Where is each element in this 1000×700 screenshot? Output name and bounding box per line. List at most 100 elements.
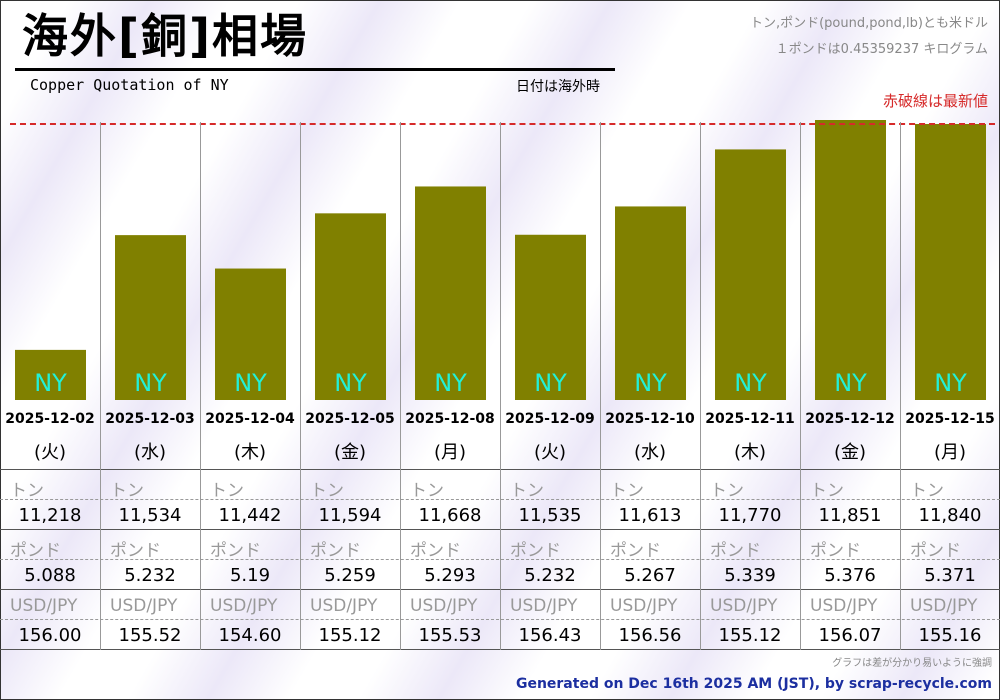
bar-label: NY [734,369,767,397]
usdjpy-value: 156.56 [618,625,682,646]
usdjpy-value: 156.43 [518,625,582,646]
pound-row-label: ポンド [910,541,961,561]
latest-value-label: 赤破線は最新値 [882,92,988,110]
usdjpy-value: 154.60 [218,625,282,646]
pound-value: 5.371 [924,565,976,586]
pound-value: 5.267 [624,565,676,586]
date-tick-label: 2025-12-05 [305,411,395,427]
bar-label: NY [134,369,167,397]
pound-row-label: ポンド [210,541,261,561]
bar-2025-12-03 [115,235,186,400]
date-tick-label: 2025-12-10 [605,411,695,427]
date-tick-label: 2025-12-12 [805,411,895,427]
usdjpy-value: 155.12 [318,625,382,646]
bar-label: NY [34,369,67,397]
ton-row-label: トン [10,481,44,501]
usdjpy-row-label: USD/JPY [810,596,878,616]
pound-row-label: ポンド [310,541,361,561]
date-tick-label: 2025-12-03 [105,411,195,427]
usdjpy-value: 155.53 [418,625,482,646]
ton-row-label: トン [710,481,744,501]
usdjpy-row-label: USD/JPY [510,596,578,616]
pound-row-label: ポンド [710,541,761,561]
unit-note-2: １ポンドは0.45359237 キログラム [775,42,988,57]
weekday-label: (火) [533,442,567,463]
bar-2025-12-04 [215,268,286,400]
pound-value: 5.088 [24,565,76,586]
bar-2025-12-15 [915,123,986,400]
column-divider [500,122,501,650]
pound-value: 5.376 [824,565,876,586]
date-tick-label: 2025-12-15 [905,411,995,427]
weekday-label: (月) [433,442,467,463]
usdjpy-value: 156.00 [18,625,82,646]
date-tick-label: 2025-12-11 [705,411,795,427]
date-tick-label: 2025-12-08 [405,411,495,427]
usdjpy-value: 155.52 [118,625,182,646]
usdjpy-row-label: USD/JPY [410,596,478,616]
weekday-label: (木) [733,442,767,463]
bar-2025-12-09 [515,234,586,400]
title-underline [15,68,615,71]
ton-value: 11,442 [218,505,282,526]
weekday-label: (水) [633,442,667,463]
ton-value: 11,535 [518,505,582,526]
weekday-label: (金) [333,442,367,463]
ton-row-label: トン [510,481,544,501]
ton-row-label: トン [910,481,944,501]
ton-value: 11,668 [418,505,482,526]
ton-row-label: トン [410,481,444,501]
page-title: 海外[銅]相場 [22,9,309,63]
pound-value: 5.339 [724,565,776,586]
column-divider [900,122,901,650]
column-divider [700,122,701,650]
usdjpy-row-label: USD/JPY [210,596,278,616]
latest-value-line [10,123,995,125]
usdjpy-row-label: USD/JPY [910,596,978,616]
ton-row-label: トン [210,481,244,501]
bar-2025-12-11 [715,149,786,400]
date-note: 日付は海外時 [516,79,600,95]
usdjpy-row-label: USD/JPY [610,596,678,616]
pound-value: 5.293 [424,565,476,586]
date-tick-label: 2025-12-09 [505,411,595,427]
pound-row-label: ポンド [110,541,161,561]
date-tick-label: 2025-12-04 [205,411,295,427]
bar-label: NY [234,369,267,397]
pound-row-label: ポンド [610,541,661,561]
bar-label: NY [534,369,567,397]
ton-row-label: トン [310,481,344,501]
ton-value: 11,594 [318,505,382,526]
ton-value: 11,840 [918,505,982,526]
usdjpy-value: 155.16 [918,625,982,646]
usdjpy-row-label: USD/JPY [710,596,778,616]
ton-value: 11,534 [118,505,182,526]
usdjpy-row-label: USD/JPY [10,596,78,616]
bar-label: NY [834,369,867,397]
pound-row-label: ポンド [10,541,61,561]
bar-label: NY [334,369,367,397]
unit-note-1: トン,ポンド(pound,pond,lb)とも米ドル [749,16,988,31]
pound-value: 5.232 [524,565,576,586]
weekday-label: (金) [833,442,867,463]
pound-row-label: ポンド [410,541,461,561]
ton-row-label: トン [110,481,144,501]
ton-value: 11,851 [818,505,882,526]
column-divider [400,122,401,650]
bar-2025-12-08 [415,186,486,400]
ton-value: 11,218 [18,505,82,526]
bar-2025-12-12 [815,120,886,400]
column-divider [200,122,201,650]
column-divider [600,122,601,650]
column-divider [800,122,801,650]
emphasis-note: グラフは差が分かり易いように強調 [832,658,992,669]
chart-subtitle: Copper Quotation of NY [30,76,229,94]
weekday-label: (木) [233,442,267,463]
weekday-label: (月) [933,442,967,463]
usdjpy-row-label: USD/JPY [110,596,178,616]
bar-2025-12-05 [315,213,386,400]
bar-2025-12-10 [615,206,686,400]
bar-label: NY [934,369,967,397]
ton-value: 11,613 [618,505,682,526]
